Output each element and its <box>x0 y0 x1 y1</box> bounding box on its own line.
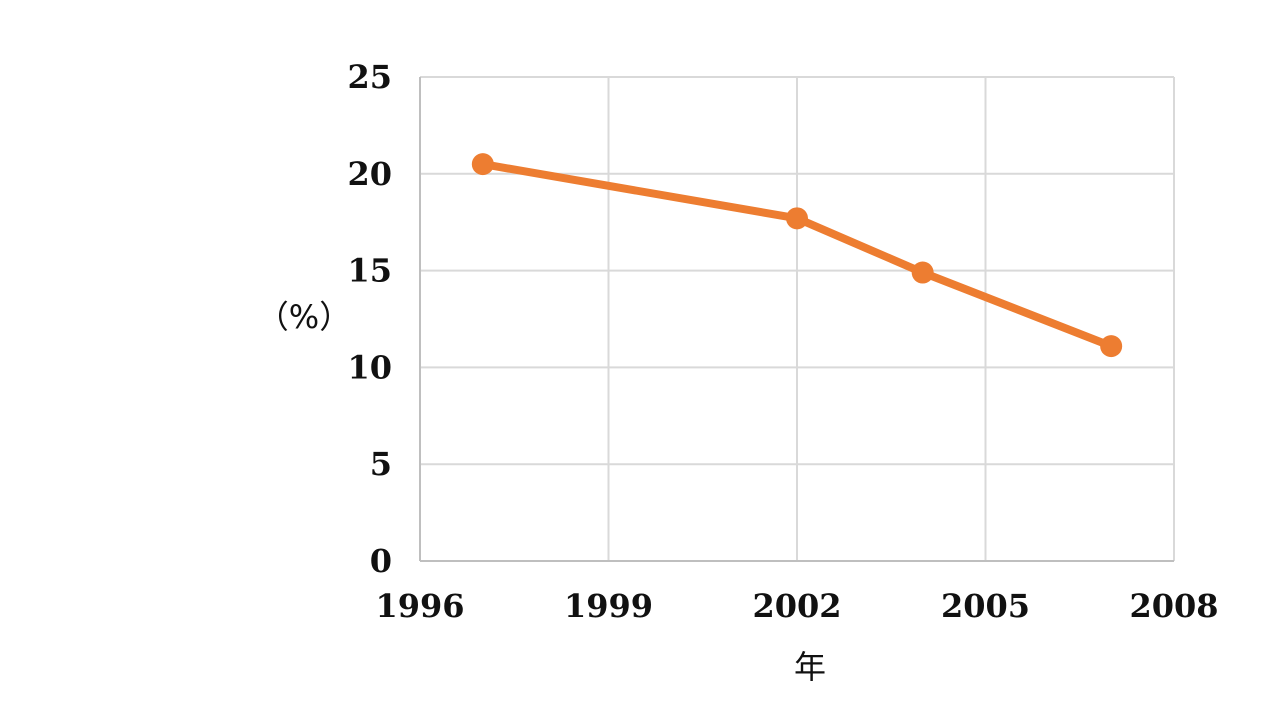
grid <box>420 76 1175 561</box>
y-axis-title: （%） <box>257 298 351 336</box>
y-tick-label: 20 <box>347 155 392 193</box>
y-tick-label: 25 <box>347 58 392 96</box>
series-group <box>471 153 1123 358</box>
y-tick-label: 5 <box>370 445 392 483</box>
axes <box>419 77 1174 562</box>
x-axis-title: 年 <box>794 648 826 686</box>
data-point <box>471 153 494 176</box>
x-tick-label: 1996 <box>375 587 464 625</box>
y-tick-labels: 0 5 10 15 20 25 <box>347 58 392 580</box>
x-tick-label: 1999 <box>564 587 653 625</box>
x-tick-labels: 1996 1999 2002 2005 2008 <box>375 587 1218 625</box>
series-line <box>478 160 1116 351</box>
data-point <box>786 207 808 230</box>
data-point <box>1100 335 1123 358</box>
x-tick-label: 2008 <box>1129 587 1218 625</box>
data-point <box>911 261 934 284</box>
y-tick-label: 10 <box>347 348 392 386</box>
x-tick-label: 2005 <box>941 587 1030 625</box>
y-tick-label: 0 <box>370 542 392 580</box>
y-tick-label: 15 <box>347 252 392 290</box>
x-tick-label: 2002 <box>752 587 841 625</box>
